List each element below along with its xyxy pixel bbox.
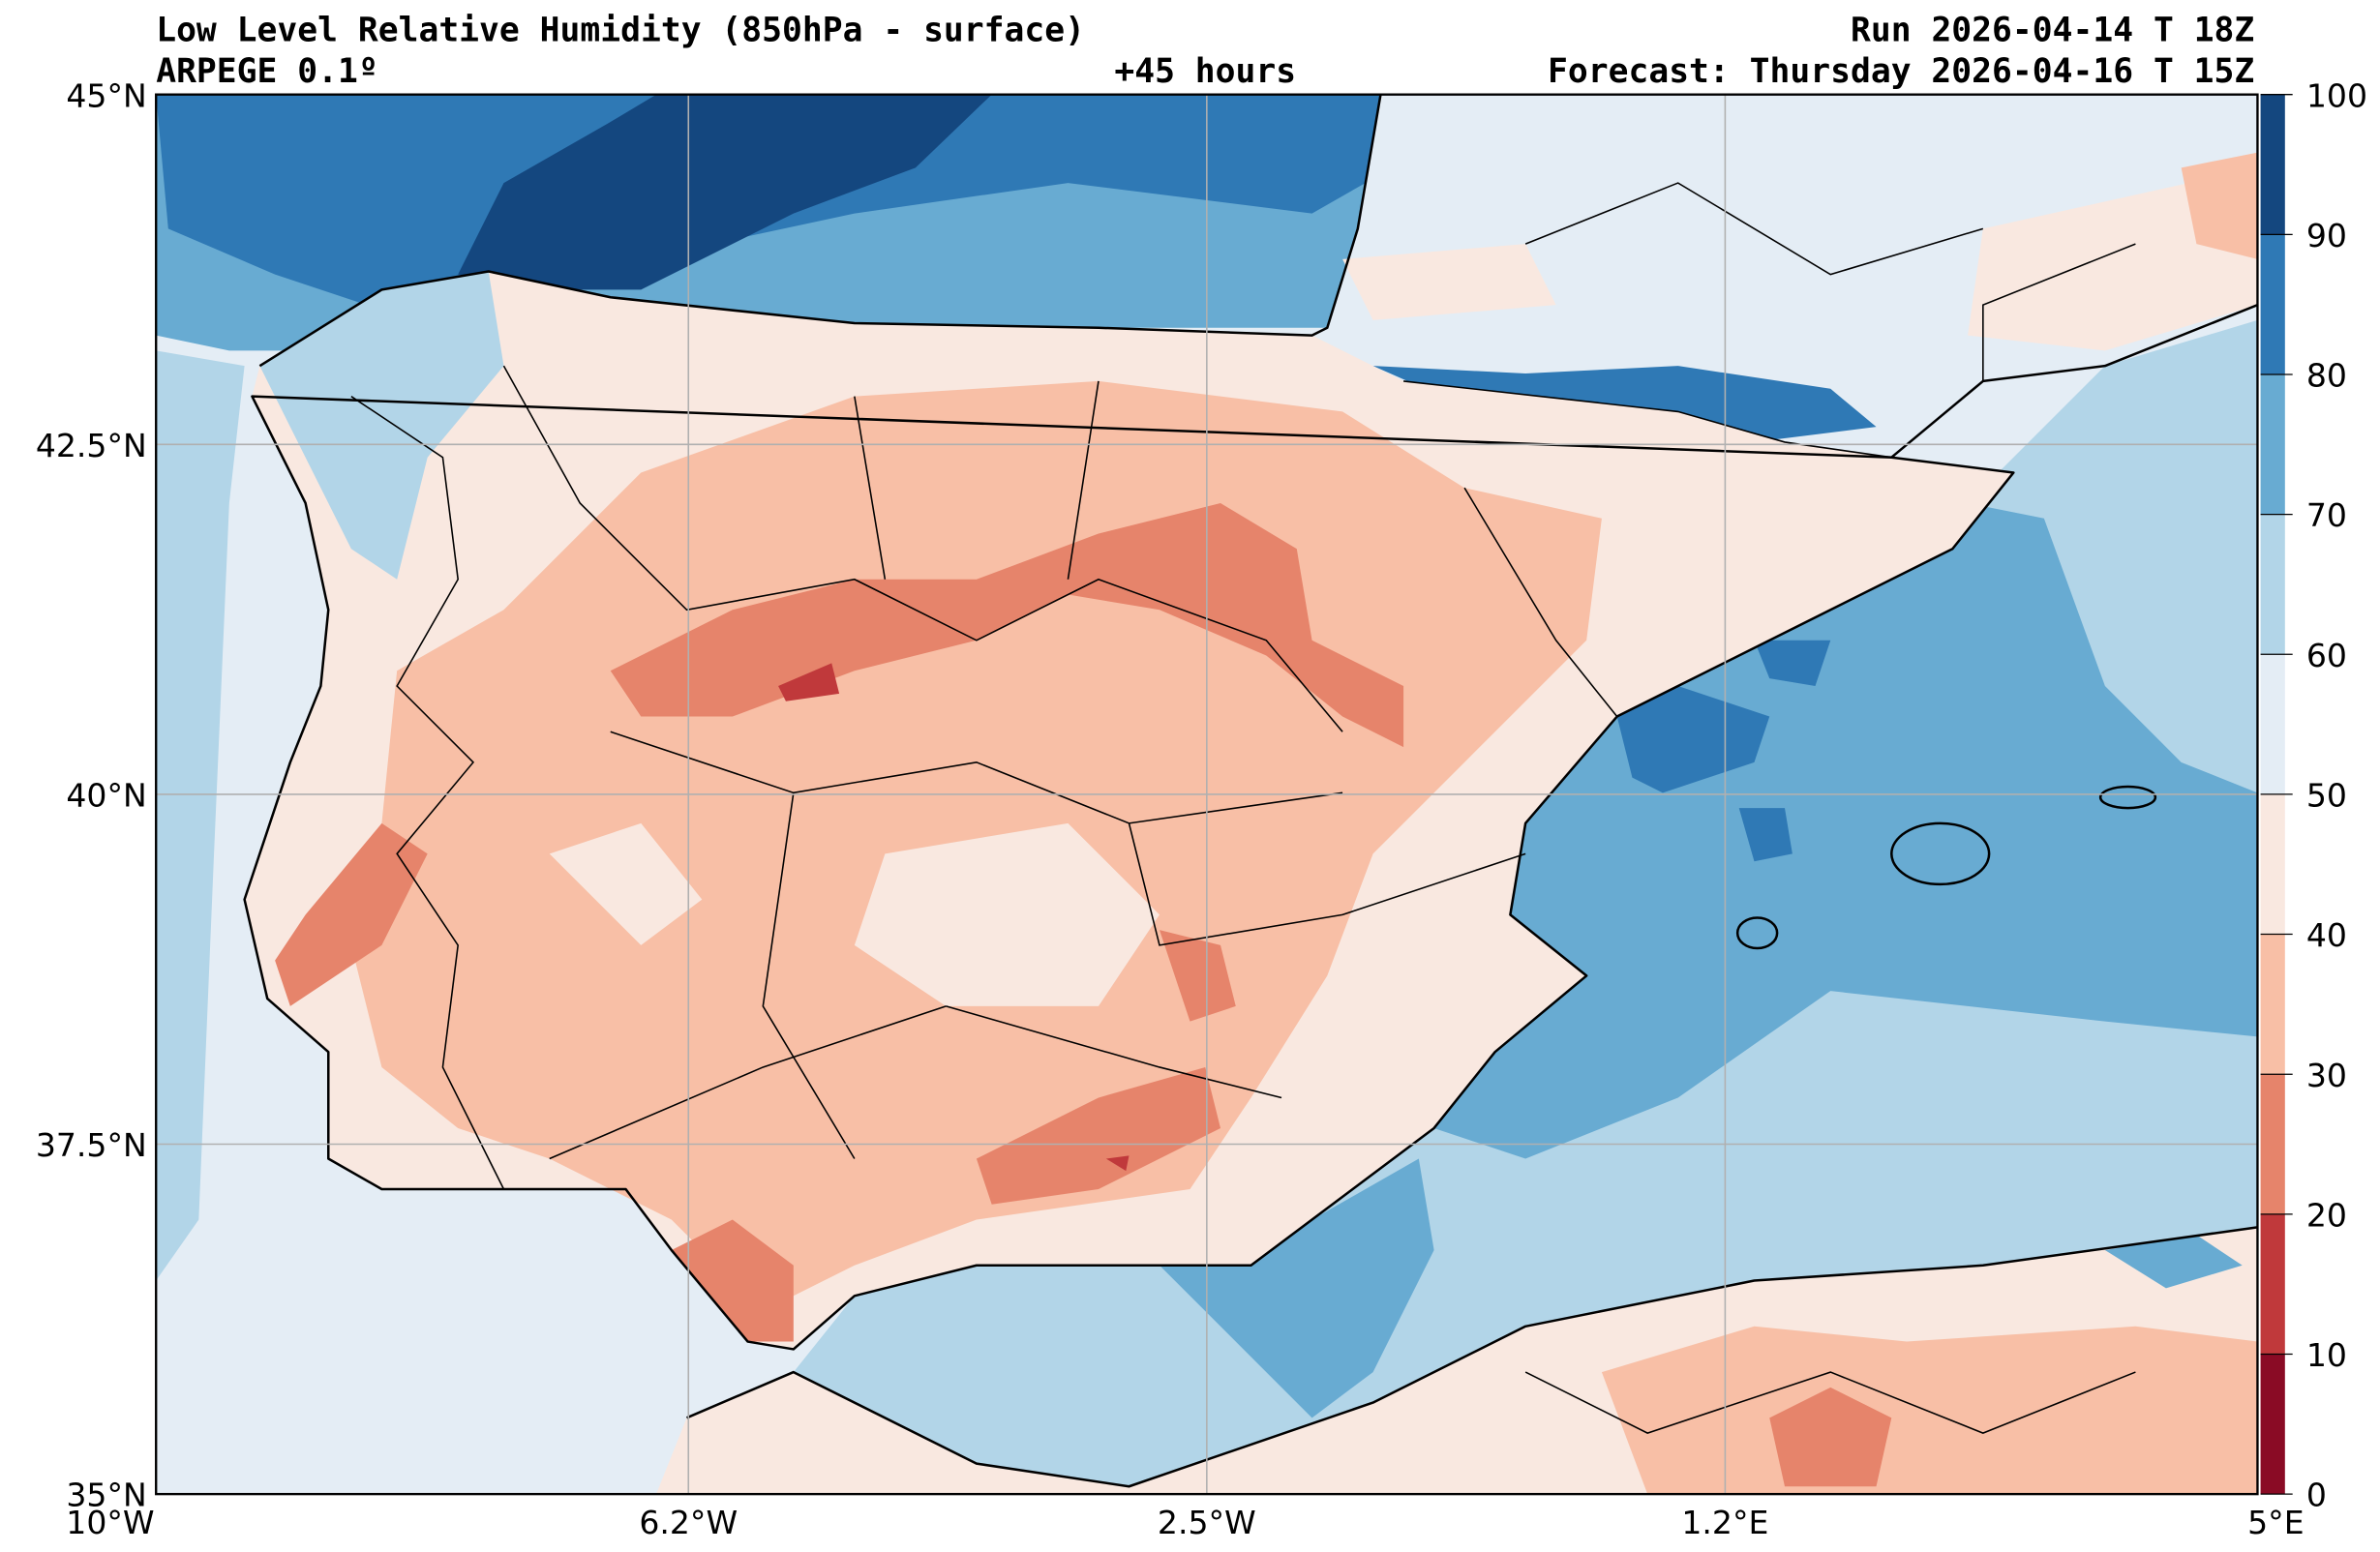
run-label: Run 2026-04-14 T 18Z (1851, 12, 2254, 50)
lat-tick-label: 35°N (66, 1477, 146, 1514)
colorbar-segment (2260, 373, 2285, 515)
colorbar-segment (2260, 654, 2285, 794)
north-africa-very-dry-patch (1769, 1387, 1892, 1487)
colorbar-segment (2260, 793, 2285, 935)
lat-tick-label: 42.5°N (36, 427, 147, 464)
colorbar-segment (2260, 1354, 2285, 1495)
mallorca-island (1890, 821, 1991, 886)
france-dry-patch (1342, 167, 2258, 351)
north-africa-coastline (686, 1226, 2258, 1488)
colorbar-tick-label: 60 (2306, 637, 2347, 674)
pyrenees-border (1403, 380, 1892, 459)
map-plot-area (156, 94, 2258, 1495)
colorbar-segment (2260, 934, 2285, 1075)
portugal-border (350, 396, 505, 1190)
colorbar-tick-label: 50 (2306, 777, 2347, 815)
plot-frame (155, 93, 2259, 1496)
colorbar-segment (2260, 1213, 2285, 1355)
lon-tick-label: 6.2°W (639, 1504, 738, 1541)
galicia-moist-patch (259, 271, 504, 580)
regional-borders (502, 182, 2136, 1434)
lon-tick-label: 5°E (2247, 1504, 2304, 1541)
balearic-sea-core (1616, 640, 1831, 862)
colorbar-tick-label: 70 (2306, 496, 2347, 534)
iberia-moist-patch (549, 822, 1160, 1006)
atlas-moist-patch (2104, 1235, 2243, 1289)
lat-tick-label: 37.5°N (36, 1126, 147, 1164)
colorbar-segment (2260, 514, 2285, 655)
iberia-coastline (243, 94, 2258, 1351)
colorbar-tick-label: 0 (2306, 1477, 2327, 1514)
chart-title: Low Level Relative Humidity (850hPa - su… (156, 12, 1085, 50)
menorca-island (2098, 785, 2157, 810)
pyrenees-humid-band (1372, 366, 1877, 442)
france-land (1327, 94, 2258, 458)
colorbar-segment (2260, 1074, 2285, 1214)
colorbar-tick-label: 100 (2306, 76, 2367, 114)
france-dry-patch-2 (2181, 152, 2258, 259)
colorbar-segment (2260, 94, 2285, 235)
lon-tick-label: 10°W (66, 1504, 154, 1541)
colorbar-tick-label: 30 (2306, 1057, 2347, 1094)
biscay-very-humid-core (458, 94, 992, 290)
north-africa-dry-patch (1601, 1326, 2258, 1495)
axis-ticks: 10°W 6.2°W 2.5°W 1.2°E 5°E 35°N 37.5°N 40°N 42.5… (36, 76, 2305, 1541)
lat-tick-label: 45°N (66, 76, 146, 114)
colorbar-tick-label: 80 (2306, 357, 2347, 395)
model-label: ARPEGE 0.1º (156, 52, 378, 91)
lon-tick-label: 1.2°E (1681, 1504, 1768, 1541)
lon-tick-label: 2.5°W (1158, 1504, 1256, 1541)
mediterranean-humid-core (1433, 502, 2258, 1159)
ibiza-island (1735, 916, 1779, 950)
colorbar-tick-label: 10 (2306, 1336, 2347, 1374)
colorbar-segment (2260, 234, 2285, 374)
iberia-very-dry-patch (275, 502, 1404, 1342)
alboran-humid-core (1159, 1158, 1434, 1418)
colorbar-tick-label: 40 (2306, 916, 2347, 954)
atlantic-moist-band (156, 350, 245, 1281)
forecast-valid-label: Forecast: Thursday 2026-04-16 T 15Z (1548, 52, 2254, 91)
colorbar-tick-label: 20 (2306, 1196, 2347, 1234)
colorbar: 0 10 20 30 40 50 60 70 80 90 100 (2260, 76, 2367, 1514)
lat-tick-label: 40°N (66, 777, 146, 815)
lead-time-label: +45 hours (1114, 52, 1296, 91)
colorbar-tick-label: 90 (2306, 217, 2347, 254)
